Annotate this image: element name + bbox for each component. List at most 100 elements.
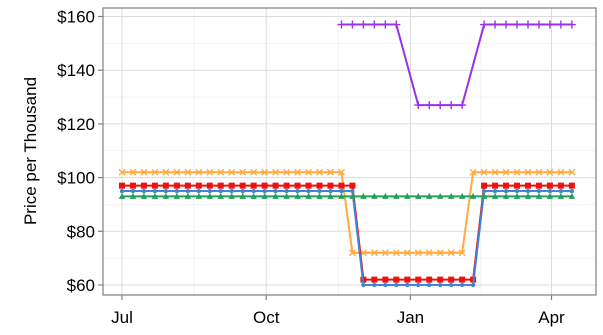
- data-point: [337, 20, 346, 29]
- data-point: [491, 20, 500, 29]
- data-point: [294, 182, 301, 189]
- data-point: [173, 182, 180, 189]
- data-point: [129, 192, 137, 199]
- data-point: [272, 182, 279, 189]
- data-point: [207, 188, 212, 194]
- data-point: [392, 20, 401, 29]
- data-point: [491, 168, 499, 176]
- data-point: [437, 276, 444, 283]
- data-point: [206, 168, 214, 176]
- data-point: [556, 20, 565, 29]
- x-tick-label: Oct: [253, 308, 280, 327]
- data-point: [513, 192, 521, 199]
- data-point: [557, 182, 564, 189]
- data-point: [492, 188, 498, 194]
- data-point: [414, 101, 423, 110]
- data-point: [568, 168, 576, 176]
- data-point: [546, 168, 554, 176]
- data-point: [381, 249, 389, 257]
- data-point: [239, 182, 246, 189]
- data-point: [568, 192, 576, 199]
- data-point: [217, 192, 224, 199]
- data-point: [228, 192, 235, 199]
- data-point: [294, 192, 301, 199]
- data-point: [162, 168, 170, 176]
- data-point: [141, 188, 147, 194]
- data-point: [119, 188, 125, 194]
- data-point: [338, 192, 345, 199]
- data-point: [546, 182, 553, 189]
- data-point: [196, 188, 202, 194]
- data-point: [173, 168, 181, 176]
- data-point: [348, 20, 357, 29]
- data-point: [404, 276, 411, 283]
- data-point: [513, 20, 522, 29]
- data-point: [339, 188, 344, 194]
- data-point: [140, 182, 147, 189]
- y-axis: $60 $80 $100 $120 $140 $160: [57, 8, 103, 295]
- data-point: [283, 182, 290, 189]
- data-point: [459, 276, 466, 283]
- data-point: [480, 168, 488, 176]
- data-point: [184, 168, 192, 176]
- data-point: [316, 168, 324, 176]
- data-point: [206, 192, 213, 199]
- data-point: [469, 192, 477, 199]
- data-point: [206, 182, 213, 189]
- data-point: [427, 282, 432, 288]
- data-point: [294, 168, 302, 176]
- data-point: [568, 182, 575, 189]
- data-point: [458, 192, 466, 199]
- data-point: [372, 282, 377, 288]
- data-point: [162, 182, 169, 189]
- data-point: [523, 20, 532, 29]
- data-point: [393, 192, 400, 199]
- data-point: [491, 192, 499, 199]
- data-point: [524, 168, 532, 176]
- data-point: [118, 168, 126, 176]
- data-point: [447, 101, 456, 110]
- series-line-2: [122, 171, 572, 254]
- data-point: [535, 192, 543, 199]
- data-point: [567, 20, 576, 29]
- data-point: [492, 182, 499, 189]
- data-point: [415, 192, 422, 199]
- data-point: [173, 192, 181, 199]
- data-point: [535, 182, 542, 189]
- data-point: [228, 182, 235, 189]
- data-point: [349, 192, 356, 199]
- data-point: [502, 20, 511, 29]
- data-point: [195, 168, 203, 176]
- data-point: [371, 276, 378, 283]
- data-point: [524, 192, 532, 199]
- data-point: [152, 188, 158, 194]
- plot-background: [103, 8, 596, 295]
- data-point: [448, 276, 455, 283]
- data-point: [415, 276, 422, 283]
- data-point: [195, 192, 203, 199]
- data-point: [383, 282, 388, 288]
- data-point: [534, 20, 543, 29]
- data-point: [174, 188, 180, 194]
- data-point: [118, 192, 126, 199]
- data-point: [261, 168, 269, 176]
- plot-border: [102, 7, 597, 296]
- data-point: [239, 168, 247, 176]
- x-tick-label: Jul: [111, 308, 133, 327]
- data-point: [545, 20, 554, 29]
- data-point: [218, 188, 223, 194]
- data-point: [338, 182, 345, 189]
- data-point: [426, 192, 433, 199]
- data-point: [273, 188, 278, 194]
- data-point: [305, 182, 312, 189]
- data-point: [151, 192, 159, 199]
- data-point: [327, 182, 334, 189]
- y-tick-label: $60: [67, 276, 95, 295]
- data-point: [229, 188, 234, 194]
- data-point: [502, 168, 510, 176]
- data-point: [470, 282, 476, 288]
- data-point: [524, 182, 531, 189]
- data-point: [513, 168, 521, 176]
- data-point: [240, 188, 245, 194]
- data-point: [250, 168, 258, 176]
